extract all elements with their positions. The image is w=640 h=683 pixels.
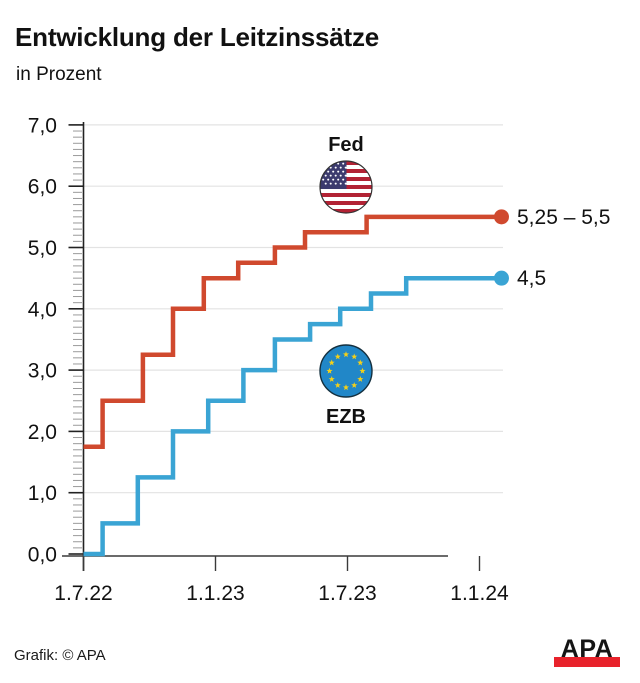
us-flag-star (329, 166, 332, 169)
us-flag-star (332, 178, 335, 181)
us-flag-star (334, 166, 337, 169)
page-title: Entwicklung der Leitzinssätze (15, 22, 380, 52)
us-flag-star (329, 182, 332, 185)
us-flag-star (342, 162, 345, 165)
page-subtitle: in Prozent (16, 64, 102, 85)
eu-flag-star (334, 353, 341, 360)
us-flag-border (319, 160, 373, 214)
fed-line-end-dot (494, 209, 509, 225)
eu-flag-star (328, 359, 335, 366)
y-tick-label: 3,0 (28, 360, 57, 383)
eu-flag-star (342, 351, 350, 358)
us-flag-stripes (320, 161, 372, 213)
us-flag-star (322, 162, 325, 165)
x-tick-label: 1.7.23 (318, 582, 376, 605)
us-flag-stripe (320, 205, 372, 210)
us-flag-star (332, 170, 335, 173)
y-tick-label: 1,0 (28, 482, 57, 505)
us-flag-star (334, 174, 337, 177)
y-axis-tick-labels: 0,0 1,0 2,0 3,0 4,0 5,0 6,0 7,0 (28, 114, 57, 566)
us-flag-star (337, 170, 340, 173)
us-flag-icon (319, 160, 373, 214)
apa-logo-text: APA (560, 635, 614, 663)
eu-flag-star (357, 359, 364, 366)
us-flag-star (344, 174, 347, 177)
apa-logo-red-bar (554, 657, 620, 667)
us-flag-stripe (320, 209, 372, 213)
y-tick-label: 4,0 (28, 298, 57, 321)
us-flag-star (339, 174, 342, 177)
y-axis-major-ticks (68, 124, 84, 555)
x-axis-ticks (82, 556, 481, 571)
us-flag-star (339, 182, 342, 185)
us-flag-star (344, 166, 347, 169)
x-tick-label: 1.1.24 (450, 582, 509, 605)
eu-flag-star (357, 376, 364, 382)
eu-flag-icon (319, 344, 373, 398)
y-tick-label: 7,0 (28, 114, 57, 137)
eu-flag-star (351, 382, 358, 388)
x-tick-label: 1.7.22 (54, 582, 112, 605)
credit-text: Grafik: © APA (14, 647, 106, 664)
eu-flag-star (351, 353, 358, 360)
eu-flag-star (342, 384, 350, 391)
us-flag-star (327, 162, 330, 165)
fed-end-value-label: 5,25 – 5,5 (517, 206, 610, 229)
us-flag-star (322, 178, 325, 181)
y-gridlines (84, 124, 503, 494)
y-tick-label: 0,0 (28, 544, 57, 567)
y-tick-label: 5,0 (28, 237, 57, 260)
eu-flag-star (334, 382, 341, 388)
us-flag-star (324, 174, 327, 177)
ezb-end-value-label: 4,5 (517, 267, 546, 290)
us-flag-stripe (320, 201, 372, 206)
y-tick-label: 6,0 (28, 176, 57, 199)
ezb-series-label: EZB (326, 406, 366, 428)
ezb-line (83, 275, 500, 557)
eu-flag-star (359, 367, 366, 374)
ezb-line-end-dot (494, 270, 509, 286)
us-flag-star (344, 182, 347, 185)
us-flag-star (339, 166, 342, 169)
us-flag-star (327, 170, 330, 173)
us-flag-star (342, 170, 345, 173)
us-flag-stripe (320, 197, 372, 202)
eu-flag-star (326, 367, 333, 374)
y-axis-minor-ticks (73, 130, 82, 549)
apa-logo: APA (554, 635, 620, 667)
eu-flag-star (328, 376, 335, 382)
eu-flag-circle (319, 344, 373, 398)
x-tick-label: 1.1.23 (186, 582, 244, 605)
fed-line (83, 214, 500, 449)
x-axis-tick-labels: 1.7.22 1.1.23 1.7.23 1.1.24 (54, 582, 509, 605)
us-flag-star (342, 178, 345, 181)
us-flag-star (327, 178, 330, 181)
us-flag-star (334, 182, 337, 185)
us-flag-star (324, 182, 327, 185)
us-flag-star (324, 166, 327, 169)
us-flag-star (337, 178, 340, 181)
us-flag-canton (320, 161, 347, 189)
y-tick-label: 2,0 (28, 421, 57, 444)
us-flag-star (337, 162, 340, 165)
fed-series-label: Fed (328, 134, 364, 156)
us-flag-star (329, 174, 332, 177)
us-flag-stripe (320, 193, 372, 198)
us-flag-stripe (320, 189, 372, 194)
